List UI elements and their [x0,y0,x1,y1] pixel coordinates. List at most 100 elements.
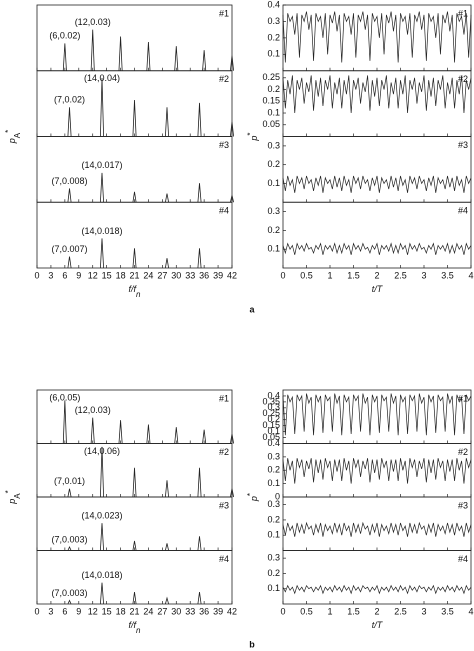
x-tick-label: 33 [185,606,195,616]
panel-label: #1 [458,393,468,403]
spectral-peak [100,523,104,551]
x-tick-label: 3 [48,270,53,280]
x-tick-label: 4 [468,270,473,280]
spectral-peak [230,488,234,498]
x-tick-label: 1.5 [347,606,360,616]
pressure-line [282,393,472,436]
y-tick-label: 0.1 [267,583,280,593]
y-tick-label: 0.1 [267,178,280,188]
panel-label: #1 [458,8,468,18]
spectral-peak [202,50,207,71]
y-tick-label: 0.05 [262,119,280,129]
spectral-peak [132,540,137,551]
panel-label: #1 [219,393,229,403]
spectral-peak [90,29,95,71]
x-tick-label: 30 [171,270,181,280]
y-tick-label: 0.2 [267,465,280,475]
spectral-peak [132,99,137,137]
panel-label: #3 [219,140,229,150]
x-tick-label: 27 [157,270,167,280]
spectral-peak [132,467,137,498]
y-tick-label: 0.2 [267,225,280,235]
spectral-peak [197,536,202,551]
x-tick-label: 33 [185,270,195,280]
peak-label: (7,0.01) [54,476,85,486]
x-tick-label: 3 [421,270,426,280]
x-tick-label: 3 [48,606,53,616]
y-tick-label: 0.1 [267,426,280,436]
x-tick-label: 1.5 [347,270,360,280]
x-axis-label: f/fn [129,620,142,634]
spectral-peak [100,172,104,203]
spectral-peak [100,446,104,498]
pressure-line [282,11,472,63]
spectral-peak [62,400,67,444]
pressure-line [282,521,472,537]
panel-label: #2 [219,447,229,457]
y-tick-label: 0.2 [267,414,280,424]
panel-label: #4 [219,206,229,216]
spectral-peak [90,417,95,444]
spectral-peak [165,258,169,269]
x-tick-label: 18 [116,270,126,280]
x-tick-label: 9 [76,606,81,616]
x-tick-label: 2 [374,606,379,616]
peak-label: (12,0.03) [75,17,111,27]
spectral-peak [165,543,169,551]
x-tick-label: 6 [62,270,67,280]
y-tick-label: 0.2 [267,84,280,94]
x-axis-label-main: t/T [372,284,384,294]
pressure-line [282,175,472,193]
x-axis-label: f/fn [129,284,142,298]
spectral-peak [197,248,202,269]
x-tick-label: 3.5 [441,270,454,280]
x-tick-label: 27 [157,606,167,616]
y-tick-label: 0.3 [267,499,280,509]
pressure-line [282,75,472,114]
panel-label: #2 [458,447,468,457]
x-tick-label: 21 [129,270,139,280]
y-tick-label: 0.15 [262,96,280,106]
panel-label: #2 [458,74,468,84]
spectral-peak [67,188,72,203]
peak-label: (14,0.017) [81,160,122,170]
y-axis-label: pA* [4,130,22,144]
spectral-peak [197,467,202,498]
spectral-peak [132,592,137,605]
peak-label: (14,0.023) [81,511,122,521]
spectral-peak [165,596,169,605]
x-axis-label-main: f/f [129,284,138,294]
spectral-peak [67,599,72,605]
x-tick-label: 3 [421,606,426,616]
y-tick-label: 0.15 [262,420,280,430]
peak-label: (7,0.008) [51,176,87,186]
y-axis-label: pA* [4,490,22,504]
y-tick-label: 0.05 [262,432,280,442]
y-tick-label: 0.1 [267,107,280,117]
spectral-peak [230,433,234,444]
spectral-peak [67,256,72,269]
spectral-peak [197,592,202,605]
peak-label: (12,0.03) [75,405,111,415]
y-tick-label: 0.3 [267,16,280,26]
x-tick-label: 12 [88,270,98,280]
x-axis-label-sub: n [136,290,141,299]
x-tick-label: 2 [374,270,379,280]
x-tick-label: 1 [327,606,332,616]
y-tick-label: 0.3 [267,451,280,461]
y-axis-label-main: p [249,136,259,142]
spectral-peak [146,41,151,71]
y-axis-label-main: p [249,496,259,502]
spectral-peak [132,191,137,203]
pressure-line [282,242,472,255]
y-tick-label: 0.2 [267,568,280,578]
x-tick-label: 39 [213,606,223,616]
y-axis-label-sup: * [4,490,13,493]
peak-label: (7,0.007) [51,244,87,254]
spectral-peak [100,78,104,137]
x-tick-label: 18 [116,606,126,616]
panel-frame [282,201,472,269]
x-tick-label: 0.5 [300,270,313,280]
x-axis-label: t/T [372,284,384,294]
x-axis-label-main: f/f [129,620,138,630]
